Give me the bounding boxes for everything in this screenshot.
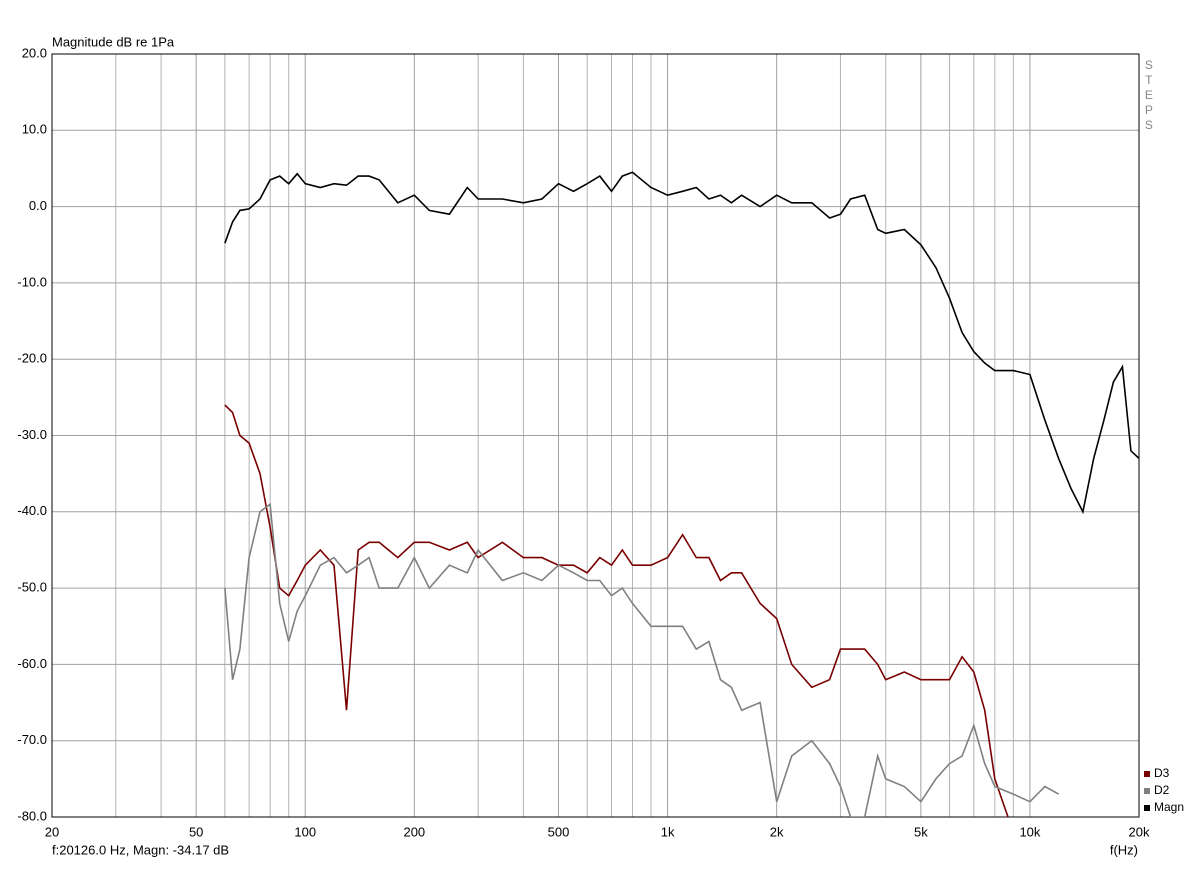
x-tick-label: 20 [45, 824, 59, 839]
legend-swatch [1144, 805, 1150, 811]
side-label: STEPS [1142, 58, 1156, 133]
status-text: f:20126.0 Hz, Magn: -34.17 dB [52, 842, 229, 857]
y-tick-label: -70.0 [17, 732, 47, 747]
x-tick-label: 20k [1129, 824, 1150, 839]
series-line [224, 404, 1009, 817]
y-tick-label: -10.0 [17, 274, 47, 289]
y-tick-label: -20.0 [17, 351, 47, 366]
x-tick-label: 200 [403, 824, 425, 839]
legend-swatch [1144, 771, 1150, 777]
x-tick-label: 2k [770, 824, 784, 839]
series-line [224, 171, 1139, 515]
series-line [224, 502, 1059, 817]
x-axis-label: f(Hz) [1110, 842, 1138, 857]
y-tick-label: 0.0 [29, 198, 47, 213]
legend-label: D3 [1154, 766, 1170, 780]
x-tick-label: 500 [548, 824, 570, 839]
x-tick-label: 100 [294, 824, 316, 839]
x-tick-label: 1k [661, 824, 675, 839]
y-tick-label: -80.0 [17, 808, 47, 823]
x-tick-label: 10k [1019, 824, 1040, 839]
y-tick-label: -50.0 [17, 580, 47, 595]
y-tick-label: -40.0 [17, 503, 47, 518]
y-tick-label: -60.0 [17, 656, 47, 671]
chart-title: Magnitude dB re 1Pa [52, 34, 175, 49]
x-tick-label: 50 [189, 824, 203, 839]
legend-swatch [1144, 788, 1150, 794]
lines [224, 171, 1139, 817]
plot-frame [51, 53, 1140, 818]
y-tick-label: 10.0 [22, 122, 47, 137]
y-tick-label: -30.0 [17, 427, 47, 442]
legend-label: D2 [1154, 783, 1170, 797]
legend-label: Magn [1154, 800, 1184, 814]
y-tick-label: 20.0 [22, 45, 47, 60]
x-tick-label: 5k [914, 824, 928, 839]
